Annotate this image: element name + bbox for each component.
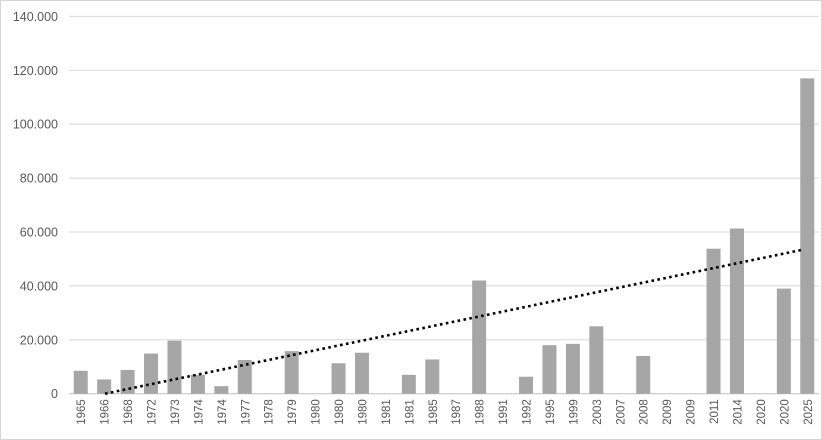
bar [97,379,112,394]
trendline [104,248,802,395]
bar [425,359,440,394]
x-tick-label: 1980 [357,399,369,425]
x-tick-label: 1978 [264,399,276,425]
bar [331,363,346,394]
bar [776,288,791,394]
x-tick-label: 1999 [568,399,580,425]
x-tick-label: 1973 [170,399,182,425]
x-tick-label: 1985 [428,399,440,425]
bar [167,340,182,394]
bar [565,343,580,394]
x-tick-label: 1974 [217,399,229,425]
bar [120,369,135,394]
bar [73,370,88,394]
bar [519,376,534,394]
y-tick-label: 100.000 [13,118,58,132]
x-tick-label: 1979 [287,399,299,425]
x-tick-label: 2009 [686,399,698,425]
bar [472,280,487,394]
bar [636,355,651,394]
y-tick-label: 40.000 [20,279,58,293]
x-tick-label: 1980 [311,399,323,425]
x-tick-label: 1992 [522,399,534,425]
x-tick-label: 2011 [709,399,721,424]
x-tick-label: 2009 [662,399,674,425]
bar [589,326,604,394]
x-tick-label: 1995 [545,399,557,425]
y-tick-label: 80.000 [20,172,58,186]
bar [542,345,557,394]
x-tick-label: 2003 [592,399,604,425]
x-tick-label: 1974 [193,399,205,425]
x-tick-label: 2020 [756,399,768,425]
x-tick-label: 1991 [498,399,510,425]
x-tick-label: 1972 [147,399,159,425]
bar [284,351,299,394]
bar [237,360,252,394]
x-tick-label: 2014 [732,399,744,425]
x-tick-label: 1981 [404,399,416,425]
y-tick-label: 20.000 [20,333,58,347]
x-tick-label: 1988 [475,399,487,425]
y-tick-label: 60.000 [20,226,58,240]
bar [729,228,744,394]
x-tick-label: 2020 [779,399,791,425]
bar [144,353,159,394]
y-tick-label: 140.000 [13,10,58,24]
y-tick-label: 120.000 [13,64,58,78]
x-tick-label: 1977 [240,399,252,425]
x-tick-label: 2025 [803,399,815,425]
bar [401,374,416,394]
x-tick-label: 1965 [76,399,88,425]
x-tick-label: 1981 [381,399,393,425]
x-tick-label: 1980 [334,399,346,425]
bar [706,248,721,394]
x-tick-label: 2007 [615,399,627,425]
x-tick-label: 1987 [451,399,463,425]
bar [354,352,369,394]
bar [800,78,815,394]
x-tick-label: 2008 [639,399,651,425]
x-tick-label: 1968 [123,399,135,425]
x-tick-label: 1966 [100,399,112,425]
bar [190,374,205,394]
bar [214,386,229,394]
y-tick-label: 0 [51,387,58,401]
